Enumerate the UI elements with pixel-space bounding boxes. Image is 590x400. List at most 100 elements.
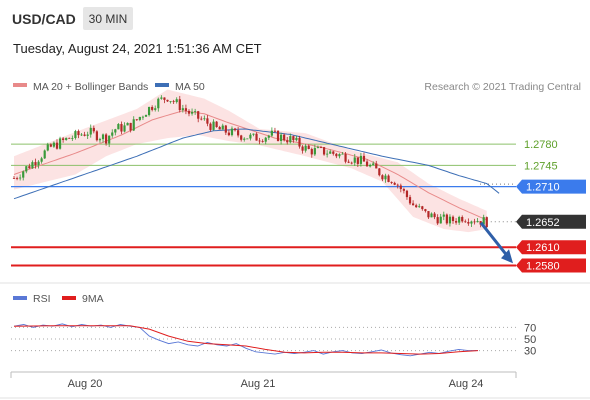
bearish-candle: [187, 109, 191, 117]
candle-body: [95, 131, 98, 141]
bearish-candle: [95, 130, 98, 142]
bearish-candle: [240, 134, 243, 142]
candle-body: [467, 221, 470, 224]
candle-body: [129, 122, 132, 131]
bearish-candle: [286, 136, 289, 145]
bearish-candle: [356, 157, 359, 168]
candle-body: [43, 150, 46, 159]
bearish-candle: [408, 194, 412, 205]
bearish-candle: [421, 205, 424, 211]
bullish-candle: [295, 135, 298, 142]
candle-body: [240, 135, 243, 140]
bullish-candle: [157, 97, 160, 112]
candle-body: [408, 197, 412, 204]
candle-body: [458, 216, 461, 223]
candle-body: [479, 221, 482, 225]
bullish-candle: [289, 133, 292, 144]
bullish-candle: [19, 174, 22, 181]
bearish-candle: [298, 135, 301, 149]
bearish-candle: [105, 133, 108, 146]
support-resistance-levels: [11, 143, 516, 267]
candle-body: [37, 161, 40, 166]
bullish-candle: [123, 122, 126, 133]
candle-body: [34, 162, 37, 166]
bearish-candle: [163, 97, 166, 104]
candle-body: [138, 116, 141, 120]
bullish-candle: [482, 214, 485, 225]
bullish-candle: [144, 114, 148, 117]
bullish-candle: [430, 212, 433, 218]
bearish-candle: [424, 208, 427, 213]
support-price-tag: 1.2610: [516, 240, 586, 255]
bullish-candle: [270, 127, 273, 138]
bearish-candle: [427, 211, 430, 219]
support-tag-background: [516, 240, 586, 255]
candle-body: [359, 155, 363, 164]
candle-body: [485, 217, 488, 228]
candle-body: [147, 106, 151, 116]
candle-body: [313, 148, 316, 155]
bearish-candle: [381, 174, 384, 182]
bearish-candle: [283, 133, 286, 142]
candle-body: [243, 138, 246, 140]
candle-body: [206, 118, 209, 124]
candle-body: [19, 177, 22, 179]
candle-body: [436, 217, 439, 224]
bullish-candle: [418, 203, 421, 208]
bullish-candle: [31, 160, 34, 169]
candle-body: [31, 162, 34, 169]
bearish-candle: [485, 216, 488, 229]
candle-body: [332, 151, 335, 154]
candle-body: [246, 138, 249, 140]
candle-body: [212, 121, 215, 130]
candle-body: [399, 185, 402, 190]
bullish-candle: [22, 170, 25, 181]
support-tag-label: 1.2610: [526, 242, 560, 254]
candle-body: [166, 99, 169, 102]
candle-body: [120, 124, 123, 132]
candle-body: [396, 184, 399, 186]
candle-body: [356, 157, 359, 164]
candle-body: [304, 145, 307, 151]
bullish-candle: [101, 133, 105, 143]
bullish-candle: [40, 156, 43, 164]
candle-body: [178, 99, 181, 111]
candle-body: [433, 213, 436, 218]
bearish-candle: [375, 160, 378, 169]
candle-body: [415, 205, 418, 208]
bearish-candle: [405, 189, 409, 200]
candle-body: [445, 214, 448, 224]
candle-body: [65, 137, 68, 140]
bullish-candle: [65, 137, 68, 141]
bearish-candle: [322, 146, 326, 156]
candle-body: [68, 137, 71, 139]
candle-body: [454, 221, 458, 223]
candle-body: [261, 141, 264, 142]
bullish-candle: [98, 137, 102, 143]
candle-body: [224, 125, 227, 133]
rsi-ma-legend-label: 9MA: [82, 293, 104, 305]
bearish-candle: [464, 219, 467, 223]
bearish-candle: [28, 163, 31, 169]
candle-body: [430, 213, 433, 218]
candle-body: [255, 133, 258, 141]
bearish-candle: [473, 218, 476, 225]
candle-body: [114, 129, 117, 133]
bullish-candle: [132, 116, 135, 132]
bullish-candle: [304, 143, 307, 153]
bullish-candle: [108, 135, 111, 148]
last-tag-label: 1.2652: [526, 217, 560, 229]
bullish-candle: [37, 160, 40, 169]
candle-body: [298, 137, 301, 147]
bearish-candle: [120, 121, 123, 135]
price-candles: [12, 95, 488, 229]
bearish-candle: [258, 137, 261, 145]
candle-body: [341, 153, 344, 155]
bullish-candle: [117, 123, 120, 130]
bearish-candle: [415, 203, 418, 208]
candle-body: [301, 146, 304, 151]
candle-body: [381, 175, 384, 180]
bearish-candle: [77, 129, 80, 139]
bullish-candle: [46, 142, 49, 152]
bullish-candle: [141, 115, 145, 120]
